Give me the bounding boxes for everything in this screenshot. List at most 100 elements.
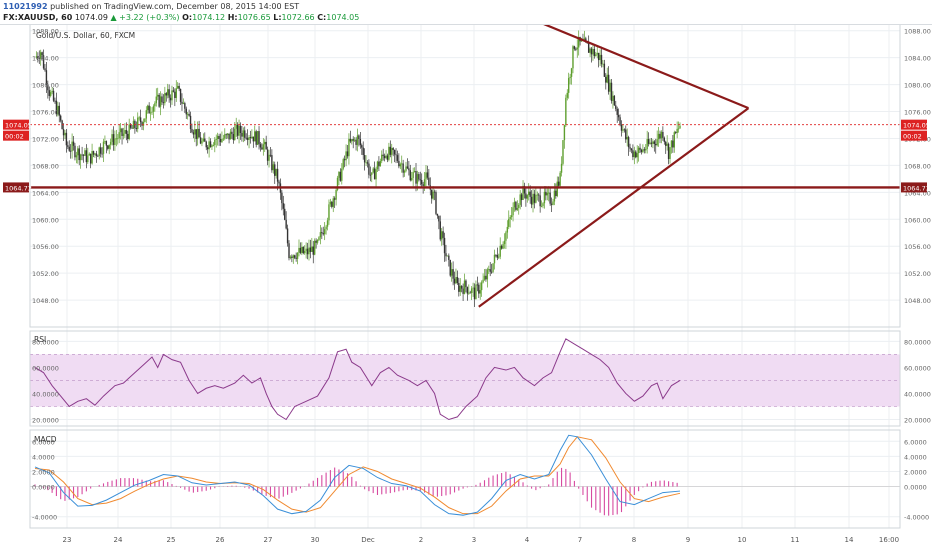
trendlines[interactable] — [30, 24, 900, 308]
candle-body — [478, 284, 480, 294]
candle-body — [495, 254, 497, 256]
candle-body — [476, 284, 479, 286]
candle-body — [226, 133, 229, 136]
date-tick-label: 27 — [264, 536, 273, 544]
candle-body — [305, 248, 307, 251]
candle-body — [55, 100, 58, 115]
candle-body — [62, 129, 65, 136]
candle-body — [298, 247, 300, 253]
candle-body — [488, 269, 490, 271]
candle-body — [121, 128, 123, 136]
rsi-tick-label-left: 60.0000 — [32, 364, 59, 372]
candle-body — [383, 155, 386, 159]
candle-body — [341, 168, 343, 181]
candle-body — [379, 161, 382, 167]
candle-body — [351, 139, 353, 142]
candle-body — [139, 117, 142, 123]
candle-body — [617, 114, 620, 118]
candle-body — [57, 105, 59, 115]
candle-body — [284, 208, 286, 220]
lower-trendline[interactable] — [478, 107, 750, 308]
candle-body — [361, 145, 363, 148]
candle-body — [345, 151, 347, 161]
candle-body — [672, 140, 674, 148]
candle-body — [81, 154, 83, 156]
symbol-label: FX:XAUUSD, 60 — [3, 13, 73, 22]
candle-body — [147, 105, 149, 111]
candle-body — [157, 94, 159, 97]
candle-body — [555, 190, 557, 197]
candle-body — [97, 155, 99, 157]
candle-body — [98, 147, 100, 156]
chart-canvas[interactable]: 1048.00 1048.00 1052.00 1052.00 1056.00 1056.… — [0, 24, 932, 550]
candle-body — [179, 88, 182, 102]
rsi-tick-label-right: 80.0000 — [904, 338, 931, 346]
candle-body — [577, 36, 580, 48]
candle-body — [266, 149, 269, 161]
candle-body — [363, 155, 366, 163]
candle-body — [590, 48, 593, 55]
candle-body — [232, 134, 235, 141]
countdown-tag-left-bg — [3, 130, 29, 141]
candle-body — [75, 155, 78, 158]
rsi-tick-label-right: 60.0000 — [904, 364, 931, 372]
candle-body — [635, 151, 637, 158]
candle-body — [201, 141, 203, 144]
candle-body — [112, 134, 115, 145]
candle-body — [45, 70, 48, 85]
candle-body — [428, 177, 430, 186]
candle-body — [115, 138, 118, 140]
candle-body — [296, 252, 299, 259]
candle-body — [593, 49, 596, 57]
candle-body — [552, 201, 554, 205]
candle-body — [64, 132, 66, 136]
countdown-tag-right-bg — [901, 130, 927, 141]
candle-body — [492, 263, 494, 272]
macd-tick-label-left: -4.0000 — [32, 514, 57, 522]
candle-body — [35, 56, 38, 58]
candle-body — [82, 155, 85, 156]
candle-body — [572, 46, 574, 69]
candle-body — [118, 132, 120, 139]
candle-body — [512, 207, 514, 216]
candle-body — [41, 52, 43, 56]
candle-body — [122, 133, 125, 136]
candle-body — [388, 146, 390, 160]
candle-body — [205, 141, 207, 148]
candle-body — [328, 204, 330, 221]
candle-body — [626, 137, 628, 140]
candle-body — [356, 135, 359, 145]
candle-body — [403, 170, 406, 173]
candle-body — [670, 140, 673, 148]
candle-body — [336, 177, 339, 190]
candle-body — [194, 129, 196, 135]
candle-body — [375, 169, 377, 180]
candle-body — [489, 269, 491, 272]
candle-body — [490, 271, 493, 273]
candle-body — [228, 133, 230, 140]
close-value: 1074.05 — [326, 13, 360, 22]
candle-body — [212, 145, 215, 146]
candle-body — [597, 52, 600, 61]
candle-body — [338, 171, 340, 178]
candle-body — [468, 292, 470, 294]
candle-body — [596, 52, 598, 55]
candle-body — [605, 76, 607, 83]
upper-trendline[interactable] — [527, 24, 749, 110]
candle-body — [154, 103, 156, 107]
candle-body — [335, 189, 337, 200]
candle-body — [393, 149, 396, 155]
candle-body — [533, 193, 536, 203]
price-candles — [35, 30, 681, 308]
candle-body — [443, 237, 446, 254]
author-id-link[interactable]: 11021992 — [3, 2, 48, 11]
candle-body — [288, 243, 290, 259]
candle-body — [645, 149, 647, 151]
candle-body — [313, 240, 316, 255]
candle-body — [675, 132, 677, 134]
candle-body — [218, 135, 220, 139]
price-tick-label-left: 1088.00 — [32, 28, 59, 36]
candle-body — [472, 287, 474, 289]
candle-body — [493, 254, 496, 264]
macd-tick-label-right: -4.0000 — [904, 514, 929, 522]
